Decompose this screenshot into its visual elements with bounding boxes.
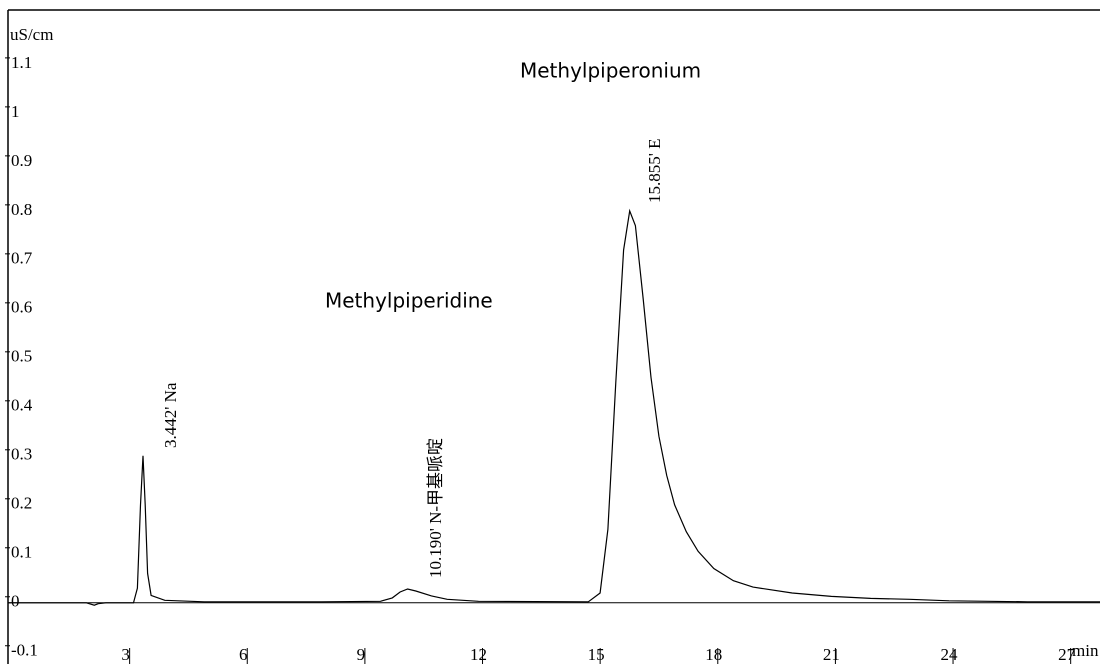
x-tick-label: 15 (588, 645, 605, 664)
peak-label: 10.190' N-甲基哌啶 (426, 438, 445, 578)
y-tick-label: 0.3 (11, 445, 32, 464)
y-tick-label: 1 (11, 102, 20, 121)
y-tick-label: 0.9 (11, 151, 32, 170)
x-tick-label: 18 (705, 645, 722, 664)
x-tick-label: 12 (470, 645, 487, 664)
x-tick-label: 27 (1058, 645, 1076, 664)
y-tick-label: 0.1 (11, 543, 32, 562)
peak-label: 15.855' E (645, 139, 664, 203)
annotation: Methylpiperonium (520, 59, 701, 83)
x-tick-label: 24 (941, 645, 959, 664)
trace (8, 208, 1100, 606)
y-tick-label: 0.6 (11, 298, 32, 317)
x-tick-label: 9 (357, 645, 366, 664)
peak-label: 3.442' Na (161, 382, 180, 448)
x-axis-label: min (1072, 641, 1099, 660)
y-tick-label: 0.8 (11, 200, 32, 219)
x-tick-label: 6 (239, 645, 248, 664)
annotation: Methylpiperidine (325, 289, 493, 313)
y-tick-label: 0 (11, 592, 20, 611)
y-tick-label: 0.7 (11, 249, 33, 268)
y-tick-label: 1.1 (11, 53, 32, 72)
y-tick-label: -0.1 (11, 641, 38, 660)
y-tick-label: 0.5 (11, 347, 32, 366)
y-tick-label: 0.4 (11, 396, 33, 415)
y-axis-label: uS/cm (10, 25, 53, 44)
x-tick-label: 21 (823, 645, 840, 664)
x-tick-label: 3 (121, 645, 130, 664)
y-tick-label: 0.2 (11, 494, 32, 513)
